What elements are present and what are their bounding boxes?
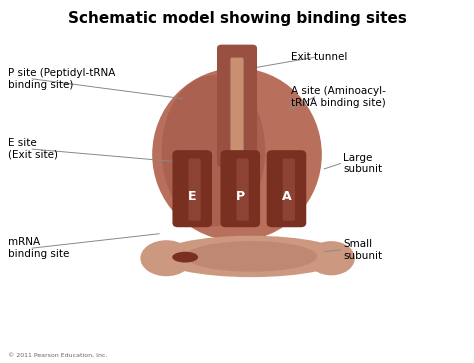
FancyBboxPatch shape (283, 158, 295, 221)
Text: mRNA
binding site: mRNA binding site (9, 237, 70, 259)
Text: A site (Aminoacyl-
tRNA binding site): A site (Aminoacyl- tRNA binding site) (291, 86, 386, 108)
FancyBboxPatch shape (173, 150, 212, 227)
Text: P site (Peptidyl-tRNA
binding site): P site (Peptidyl-tRNA binding site) (9, 68, 116, 90)
FancyBboxPatch shape (230, 58, 244, 158)
Ellipse shape (157, 236, 346, 277)
Text: A: A (282, 191, 292, 203)
Ellipse shape (140, 240, 192, 276)
Text: Exit tunnel: Exit tunnel (291, 52, 347, 62)
Ellipse shape (308, 241, 355, 276)
FancyBboxPatch shape (267, 150, 306, 227)
FancyBboxPatch shape (189, 158, 201, 221)
Ellipse shape (162, 75, 265, 227)
FancyBboxPatch shape (217, 45, 257, 167)
FancyBboxPatch shape (237, 158, 249, 221)
Text: E site
(Exit site): E site (Exit site) (9, 138, 58, 160)
Text: Small
subunit: Small subunit (343, 239, 382, 261)
Ellipse shape (152, 68, 322, 241)
Text: Schematic model showing binding sites: Schematic model showing binding sites (68, 12, 406, 26)
FancyBboxPatch shape (220, 150, 260, 227)
Text: P: P (236, 191, 245, 203)
Text: © 2011 Pearson Education, Inc.: © 2011 Pearson Education, Inc. (9, 352, 108, 357)
Ellipse shape (172, 252, 198, 262)
Text: Large
subunit: Large subunit (343, 153, 382, 174)
Ellipse shape (185, 241, 317, 272)
Text: E: E (188, 191, 197, 203)
